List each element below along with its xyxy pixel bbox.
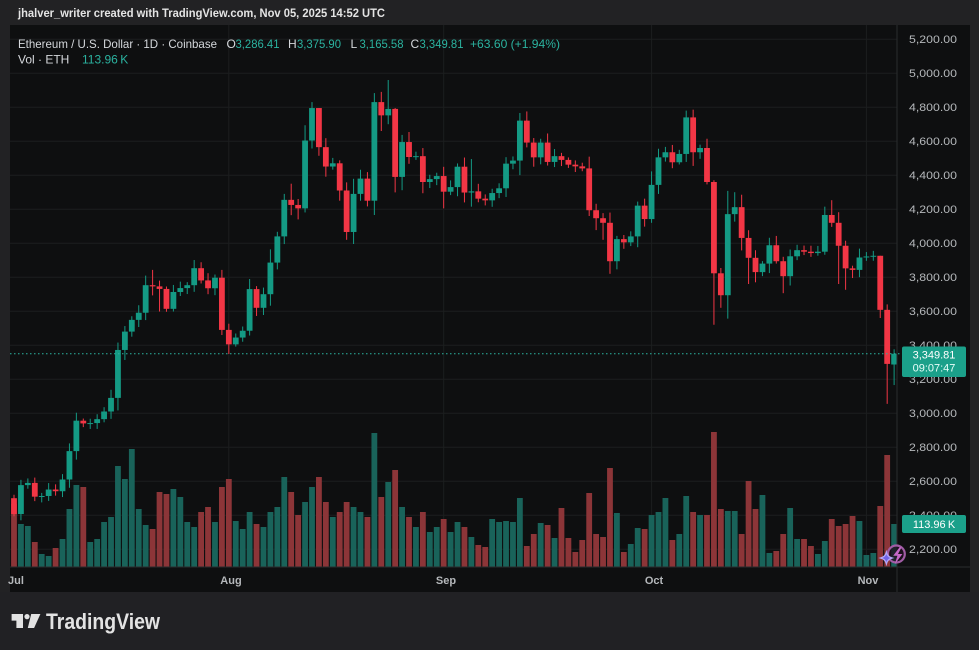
- svg-text:5,200.00: 5,200.00: [909, 34, 957, 46]
- svg-text:Aug: Aug: [220, 575, 241, 587]
- svg-text:Vol · ETH: Vol · ETH: [18, 53, 69, 67]
- svg-text:2,600.00: 2,600.00: [909, 476, 957, 488]
- svg-text:3,600.00: 3,600.00: [909, 306, 957, 318]
- svg-text:jhalver_writer created with Tr: jhalver_writer created with TradingView.…: [17, 6, 385, 20]
- svg-text:+63.60 (+1.94%): +63.60 (+1.94%): [470, 37, 560, 51]
- svg-text:3,000.00: 3,000.00: [909, 408, 957, 420]
- svg-text:5,000.00: 5,000.00: [909, 68, 957, 80]
- svg-text:TradingView: TradingView: [46, 609, 161, 634]
- svg-text:113.96 K: 113.96 K: [82, 53, 128, 67]
- svg-text:113.96 K: 113.96 K: [913, 519, 956, 531]
- svg-text:Ethereum / U.S. Dollar · 1D ·: Ethereum / U.S. Dollar · 1D · Coinbase: [18, 37, 217, 51]
- svg-text:3,165.58: 3,165.58: [360, 37, 404, 51]
- svg-text:09:07:47: 09:07:47: [913, 363, 956, 375]
- svg-text:4,800.00: 4,800.00: [909, 102, 957, 114]
- svg-text:3,349.81: 3,349.81: [420, 37, 464, 51]
- svg-text:Nov: Nov: [858, 575, 880, 587]
- svg-text:2,800.00: 2,800.00: [909, 442, 957, 454]
- svg-text:3,800.00: 3,800.00: [909, 272, 957, 284]
- svg-text:3,375.90: 3,375.90: [297, 37, 341, 51]
- svg-text:4,600.00: 4,600.00: [909, 136, 957, 148]
- svg-text:L: L: [351, 37, 358, 51]
- svg-text:4,000.00: 4,000.00: [909, 238, 957, 250]
- svg-text:3,349.81: 3,349.81: [913, 349, 956, 361]
- svg-text:Oct: Oct: [645, 575, 664, 587]
- svg-text:4,400.00: 4,400.00: [909, 170, 957, 182]
- svg-text:H: H: [288, 37, 297, 51]
- svg-text:4,200.00: 4,200.00: [909, 204, 957, 216]
- svg-text:O: O: [227, 37, 236, 51]
- svg-text:Jul: Jul: [8, 575, 24, 587]
- svg-text:Sep: Sep: [436, 575, 456, 587]
- svg-text:2,200.00: 2,200.00: [909, 544, 957, 556]
- svg-text:3,286.41: 3,286.41: [236, 37, 280, 51]
- svg-text:C: C: [411, 37, 420, 51]
